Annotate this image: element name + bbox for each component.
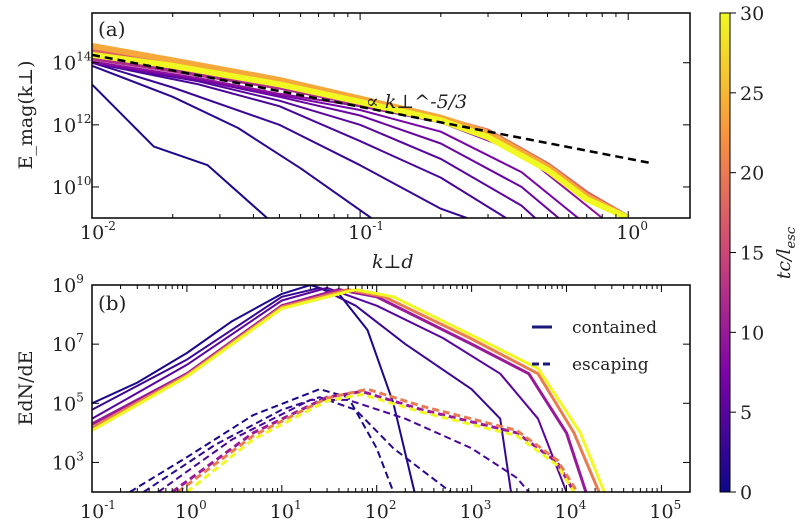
series-line-t3 <box>92 61 468 218</box>
x-tick-label: 100 <box>616 219 648 244</box>
series-line-t2-escaping <box>143 396 452 492</box>
colorbar-tick-label: 30 <box>740 3 764 25</box>
x-tick-label: 105 <box>649 498 681 523</box>
y-tick-label: 105 <box>52 390 84 415</box>
colorbar-tick-label: 20 <box>740 163 764 185</box>
series-line-t10-contained <box>92 288 588 492</box>
series-line-t20-contained <box>92 288 601 492</box>
colorbar-label: tc/lesc <box>773 226 799 279</box>
panel-a: 10-2 10-1 100 1010 1012 1014 <box>52 12 691 244</box>
legend: contained escaping <box>532 318 657 375</box>
series-line-t4 <box>92 61 507 218</box>
series-line-t30-contained <box>92 288 606 492</box>
colorbar-tick-label: 5 <box>740 402 752 424</box>
panel-a-label: (a) <box>98 17 126 41</box>
panel-a-ylabel: E_mag(k⊥) <box>15 60 37 169</box>
series-line-t9 <box>92 60 603 218</box>
colorbar-tick-label: 10 <box>740 322 764 344</box>
plot-frame <box>91 284 691 493</box>
series-line-t1-contained <box>92 285 416 492</box>
x-tick-label: 104 <box>555 498 587 523</box>
colorbar-tick-label: 0 <box>740 482 752 504</box>
series-line-t10-escaping <box>171 390 576 492</box>
colorbar-tick-label: 15 <box>740 243 764 265</box>
panel-b-label: (b) <box>98 291 126 315</box>
series-line-t5 <box>92 61 536 218</box>
y-tick-label: 1012 <box>52 112 91 137</box>
y-tick-label: 1010 <box>52 174 91 199</box>
x-tick-label: 10-2 <box>80 219 116 244</box>
series-line-t4-escaping <box>157 398 530 492</box>
reference-powerlaw-line <box>92 53 650 165</box>
y-tick-label: 107 <box>52 331 84 356</box>
series-line-t20-escaping <box>176 387 579 492</box>
series-line-t3-contained <box>92 286 512 492</box>
plot-frame <box>91 12 691 219</box>
x-tick-label: 101 <box>270 498 302 523</box>
x-tick-label: 10-1 <box>80 498 116 523</box>
colorbar: 0 5 10 15 20 25 30 <box>719 3 764 504</box>
x-tick-label: 102 <box>365 498 397 523</box>
x-tick-label: 103 <box>460 498 492 523</box>
x-tick-label: 100 <box>175 498 207 523</box>
legend-escaping: escaping <box>572 355 649 375</box>
series-line-t2 <box>92 64 372 218</box>
panel-b-ylabel: EdN/dE <box>15 350 37 425</box>
panel-a-xlabel: k⊥d <box>372 251 414 273</box>
series-line-t5-contained <box>92 286 568 492</box>
y-tick-label: 1014 <box>52 50 92 75</box>
series-line-t30-escaping <box>185 392 576 492</box>
colorbar-gradient <box>719 12 731 493</box>
series-line-t1-escaping <box>129 388 395 492</box>
series-line-t1 <box>92 83 268 218</box>
x-tick-label: 10-1 <box>348 219 384 244</box>
y-tick-label: 109 <box>52 272 84 297</box>
y-tick-label: 103 <box>52 449 84 474</box>
powerlaw-annotation: ∝ k⊥^-5/3 <box>366 91 467 113</box>
legend-contained: contained <box>572 318 657 338</box>
colorbar-tick-label: 25 <box>740 83 764 105</box>
series-line-t30 <box>92 51 630 218</box>
panel-b: 10-1 100 101 102 103 104 105 103 105 107 109 <box>52 272 691 523</box>
